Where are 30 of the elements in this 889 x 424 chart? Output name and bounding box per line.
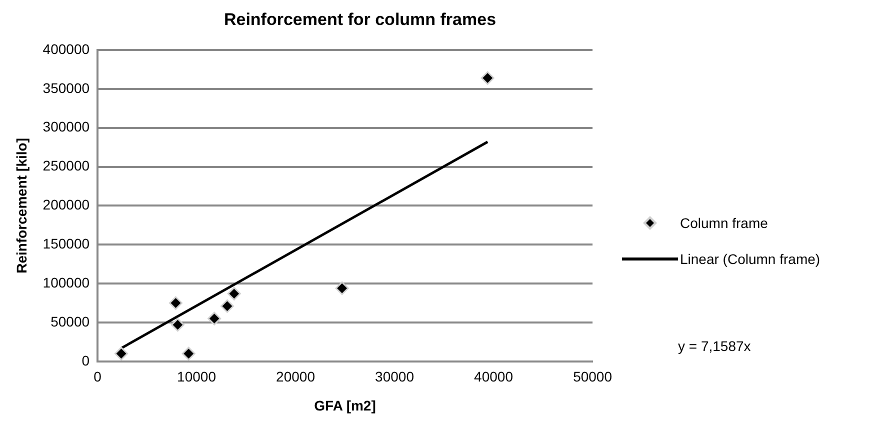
point (170, 318, 184, 332)
y-tick-label: 350000 (42, 80, 90, 96)
point (114, 346, 128, 360)
y-tick-label: 150000 (42, 235, 90, 252)
point (220, 299, 234, 313)
x-axis-title: GFA [m2] (314, 397, 376, 414)
point (335, 281, 349, 295)
point (227, 286, 241, 300)
legend-label: Linear (Column frame) (680, 251, 820, 267)
point (182, 346, 196, 360)
x-tick-label: 20000 (276, 368, 316, 385)
y-tick-label: 0 (82, 352, 90, 368)
point (208, 312, 222, 326)
x-tick-label: 50000 (573, 368, 612, 385)
x-tick-label: 10000 (177, 368, 216, 385)
legend-label: Column frame (680, 215, 768, 231)
chart-title: Reinforcement for column frames (222, 10, 498, 30)
y-tick-label: 50000 (50, 313, 90, 330)
y-axis-title: Reinforcement [kilo] (13, 138, 30, 274)
y-tick-label: 250000 (42, 158, 90, 174)
y-tick-label: 400000 (42, 40, 90, 57)
x-tick-label: 0 (94, 368, 102, 385)
y-tick-label: 200000 (42, 196, 90, 213)
point (168, 296, 182, 310)
point (480, 71, 494, 85)
y-tick-label: 100000 (42, 274, 90, 290)
text: y = 7,1587x (678, 338, 751, 354)
y-tick-label: 300000 (42, 118, 90, 135)
x-tick-label: 30000 (375, 368, 414, 385)
x-tick-label: 40000 (474, 368, 514, 385)
